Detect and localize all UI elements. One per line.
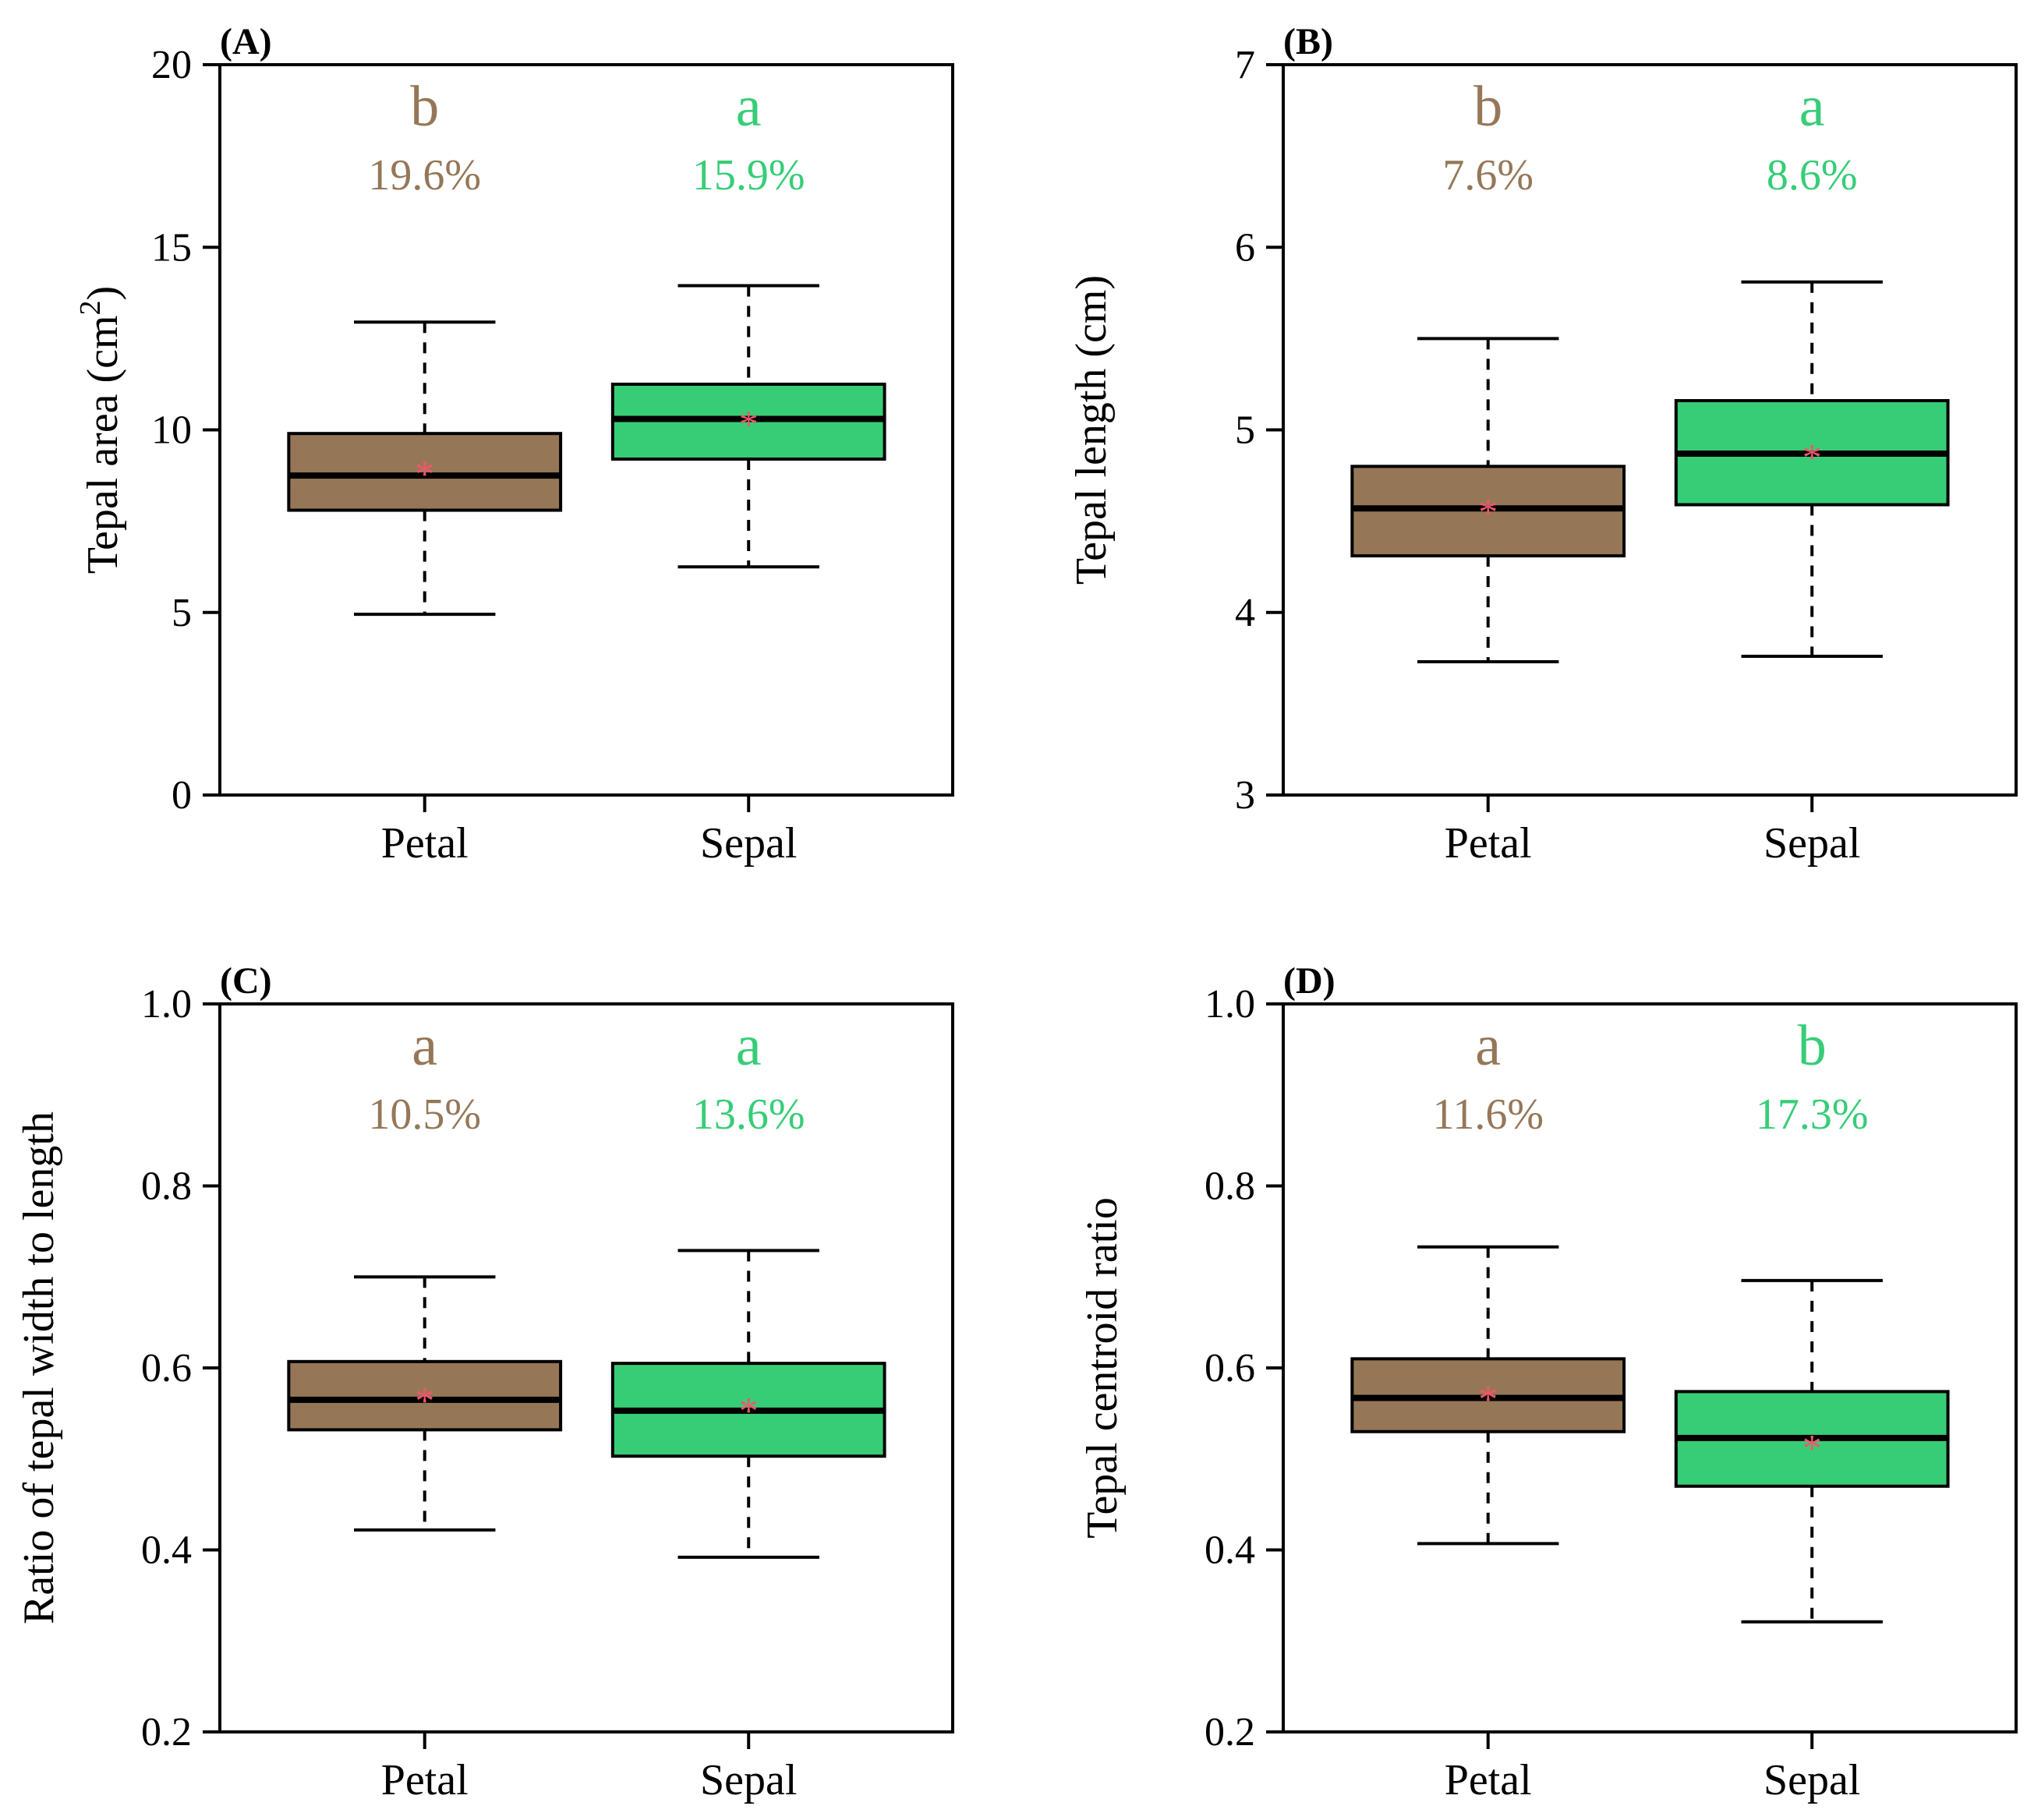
y-tick-label: 1.0 xyxy=(1205,982,1255,1027)
significance-letter: a xyxy=(1799,75,1825,139)
box-petal: * xyxy=(1350,337,1626,663)
panel-label: (B) xyxy=(1283,21,1333,62)
x-tick-label: Petal xyxy=(1445,819,1532,868)
y-tick-label: 7 xyxy=(1235,43,1255,87)
mean-marker: * xyxy=(739,402,759,446)
box-sepal: * xyxy=(1674,1278,1950,1624)
y-tick-label: 0.6 xyxy=(1205,1346,1255,1391)
y-tick-label: 1.0 xyxy=(141,982,192,1027)
y-axis-title: Tepal centroid ratio xyxy=(1078,1197,1127,1539)
y-tick-label: 10 xyxy=(151,408,192,453)
significance-letter: b xyxy=(410,75,439,139)
mean-marker: * xyxy=(1478,490,1498,534)
cv-label: 13.6% xyxy=(692,1090,805,1139)
cv-label: 19.6% xyxy=(368,151,481,200)
mean-marker: * xyxy=(1802,435,1822,479)
panel-a: (A) 0 5 10 15 20 Tepal area (cm2) Petal * b 19.6% S… xyxy=(74,21,954,868)
significance-letter: a xyxy=(1475,1014,1501,1078)
box-petal: * xyxy=(1350,1245,1626,1546)
y-tick-label: 15 xyxy=(151,225,192,270)
panel-label: (A) xyxy=(220,21,272,62)
significance-letter: a xyxy=(412,1014,437,1078)
panel-c: (C) 0.2 0.4 0.6 0.8 1.0 Ratio of tepal width t… xyxy=(15,960,954,1804)
y-tick-label: 0.4 xyxy=(1205,1528,1255,1573)
y-tick-label: 0.4 xyxy=(141,1528,192,1573)
y-tick-label: 0.2 xyxy=(1205,1710,1255,1755)
significance-letter: a xyxy=(736,1014,762,1078)
cv-label: 17.3% xyxy=(1756,1090,1869,1139)
mean-marker: * xyxy=(415,1379,434,1422)
x-tick-label: Sepal xyxy=(700,819,797,868)
y-axis-title-text: Ratio of tepal width to length xyxy=(15,1111,63,1624)
cv-label: 8.6% xyxy=(1767,151,1858,200)
y-tick-label: 5 xyxy=(1235,408,1255,453)
y-tick-label: 3 xyxy=(1235,773,1255,818)
panel-label: (D) xyxy=(1283,960,1335,1002)
y-tick-label: 0.2 xyxy=(141,1710,192,1755)
x-tick-label: Petal xyxy=(381,819,469,868)
box-sepal: * xyxy=(1674,280,1950,658)
mean-marker: * xyxy=(415,451,434,495)
significance-letter: b xyxy=(1798,1014,1827,1078)
mean-marker: * xyxy=(739,1389,759,1433)
cv-label: 11.6% xyxy=(1432,1090,1544,1139)
y-axis-title-text: Tepal area (cm xyxy=(79,315,127,574)
x-tick-label: Petal xyxy=(381,1756,469,1804)
y-tick-label: 6 xyxy=(1235,225,1255,270)
y-axis-title: Ratio of tepal width to length xyxy=(15,1111,63,1624)
mean-marker: * xyxy=(1478,1376,1498,1420)
y-axis-title-text: Tepal centroid ratio xyxy=(1078,1197,1127,1539)
box-petal: * xyxy=(287,1275,563,1532)
y-axis-title-superscript: 2 xyxy=(74,300,107,315)
significance-letter: b xyxy=(1473,75,1502,139)
x-tick-label: Petal xyxy=(1445,1756,1532,1804)
x-tick-label: Sepal xyxy=(1763,819,1860,868)
iqr-box xyxy=(287,1359,563,1432)
y-axis-title-text: Tepal length (cm) xyxy=(1067,275,1116,585)
y-tick-label: 4 xyxy=(1235,591,1255,635)
panel-label: (C) xyxy=(220,960,272,1002)
box-sepal: * xyxy=(610,1249,886,1559)
y-tick-label: 5 xyxy=(172,591,192,635)
box-sepal: * xyxy=(610,284,886,569)
y-axis-title: Tepal length (cm) xyxy=(1067,275,1116,585)
y-tick-label: 0.8 xyxy=(141,1164,192,1209)
y-tick-label: 20 xyxy=(151,43,192,87)
panel-b: (B) 3 4 5 6 7 Tepal length (cm) Petal * b 7.6% Sepa… xyxy=(1067,21,2018,868)
x-tick-label: Sepal xyxy=(700,1756,797,1804)
y-axis-title: Tepal area (cm2) xyxy=(74,286,127,574)
iqr-box xyxy=(287,432,563,512)
x-tick-label: Sepal xyxy=(1763,1756,1860,1804)
cv-label: 7.6% xyxy=(1442,151,1534,200)
significance-letter: a xyxy=(736,75,762,139)
mean-marker: * xyxy=(1802,1426,1822,1469)
y-tick-label: 0.6 xyxy=(141,1346,192,1391)
cv-label: 10.5% xyxy=(368,1090,481,1139)
panel-d: (D) 0.2 0.4 0.6 0.8 1.0 Tepal centroid ratio Pe… xyxy=(1078,960,2018,1804)
y-tick-label: 0.8 xyxy=(1205,1164,1255,1209)
cv-label: 15.9% xyxy=(692,151,805,200)
y-tick-label: 0 xyxy=(172,773,192,818)
box-petal: * xyxy=(287,320,563,617)
y-axis-title-end: ) xyxy=(79,286,127,301)
